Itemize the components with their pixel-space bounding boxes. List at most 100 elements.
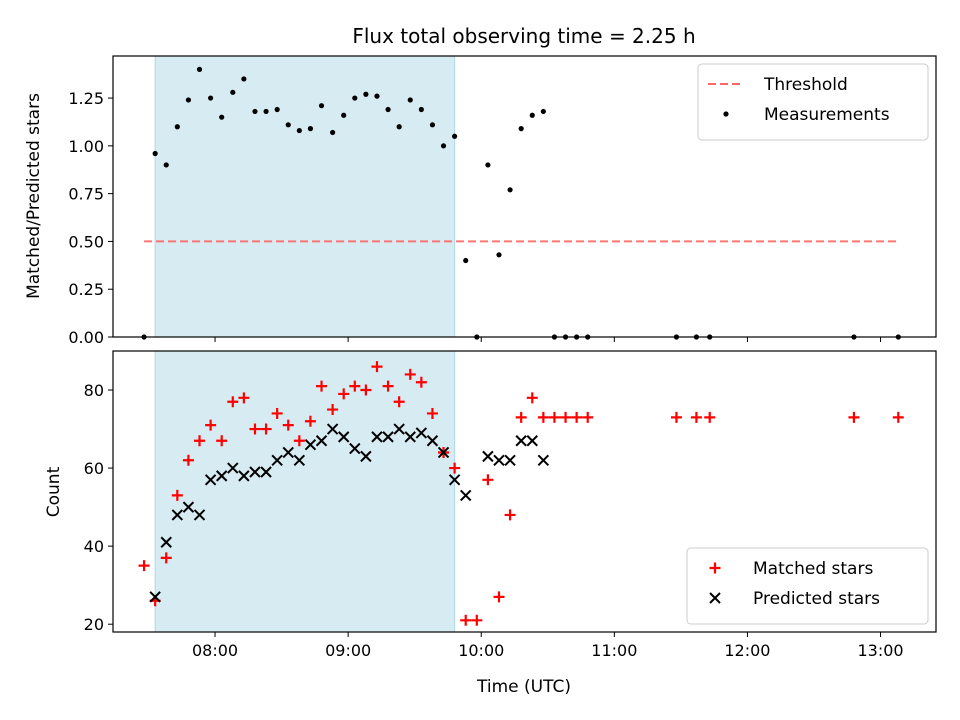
data-point bbox=[371, 361, 383, 373]
data-point bbox=[540, 108, 546, 115]
data-point bbox=[271, 454, 283, 466]
legend: Threshold Measurements bbox=[697, 63, 929, 141]
y-tick-label: 0.25 bbox=[68, 280, 104, 299]
data-point bbox=[152, 150, 158, 157]
data-point bbox=[393, 423, 405, 435]
data-point bbox=[548, 411, 560, 423]
data-point bbox=[396, 124, 402, 130]
data-point bbox=[260, 423, 272, 435]
data-point bbox=[215, 470, 228, 482]
data-point bbox=[307, 126, 314, 132]
data-point bbox=[227, 396, 239, 408]
data-point bbox=[582, 411, 594, 423]
data-point bbox=[437, 446, 450, 459]
data-point bbox=[440, 143, 447, 149]
legend-label: Matched stars bbox=[753, 559, 873, 579]
y-tick-label: 0.75 bbox=[68, 185, 104, 204]
data-point bbox=[249, 423, 261, 435]
data-point bbox=[260, 466, 272, 478]
y-tick-label: 80 bbox=[84, 381, 104, 400]
data-point bbox=[526, 435, 538, 447]
data-point bbox=[193, 509, 206, 521]
data-point bbox=[149, 591, 161, 603]
data-point bbox=[363, 91, 369, 97]
y-tick-label: 0.50 bbox=[68, 232, 104, 251]
data-point bbox=[482, 474, 494, 486]
data-point bbox=[404, 368, 416, 380]
data-point bbox=[274, 106, 280, 113]
data-point bbox=[670, 411, 682, 423]
legend-x-handle bbox=[709, 592, 721, 604]
data-point bbox=[537, 411, 549, 423]
data-point bbox=[315, 435, 328, 447]
data-point bbox=[515, 435, 527, 447]
data-point bbox=[330, 129, 336, 136]
data-point bbox=[349, 380, 361, 392]
data-point bbox=[429, 122, 436, 128]
data-point bbox=[219, 114, 225, 120]
x-tick-label: 13:00 bbox=[857, 641, 903, 660]
data-point bbox=[216, 435, 228, 447]
data-point bbox=[526, 392, 538, 404]
data-point bbox=[282, 419, 294, 431]
axes-frame bbox=[112, 55, 937, 338]
data-point bbox=[204, 474, 217, 486]
data-point bbox=[205, 419, 217, 431]
data-point bbox=[415, 427, 428, 439]
data-point bbox=[338, 388, 350, 400]
data-point bbox=[493, 591, 505, 603]
data-point bbox=[227, 462, 239, 474]
data-point bbox=[504, 509, 516, 521]
x-tick-label: 10:00 bbox=[458, 641, 504, 660]
data-point bbox=[704, 411, 716, 423]
series-predicted-stars bbox=[149, 423, 550, 603]
data-point bbox=[249, 466, 261, 478]
data-point bbox=[418, 106, 424, 113]
data-point bbox=[160, 536, 172, 548]
series-measurements bbox=[141, 66, 901, 340]
data-point bbox=[326, 423, 339, 435]
data-point bbox=[404, 431, 416, 443]
data-point bbox=[196, 66, 203, 72]
data-point bbox=[426, 407, 438, 419]
data-point bbox=[560, 411, 572, 423]
y-tick-label: 20 bbox=[84, 615, 104, 634]
shaded-interval bbox=[154, 350, 456, 633]
y-tick-label: 40 bbox=[84, 537, 104, 556]
data-point bbox=[529, 112, 535, 118]
data-point bbox=[848, 411, 860, 423]
top-panel: 0.00 0.25 0.50 0.75 1.00 1.25 Threshold Measure… bbox=[68, 55, 937, 347]
data-point bbox=[174, 124, 180, 130]
top-y-axis-label: Matched/Predicted stars bbox=[24, 93, 44, 299]
data-point bbox=[194, 435, 206, 447]
legend-label: Threshold bbox=[763, 75, 848, 95]
data-point bbox=[349, 442, 361, 455]
data-point bbox=[160, 552, 172, 564]
chart-title: Flux total observing time = 2.25 h bbox=[352, 24, 695, 48]
y-tick-label: 0.00 bbox=[68, 328, 104, 347]
data-point bbox=[892, 411, 904, 423]
data-point bbox=[341, 112, 347, 118]
bottom-y-axis-label: Count bbox=[44, 466, 64, 517]
data-point bbox=[463, 257, 469, 264]
data-point bbox=[471, 614, 483, 626]
data-point bbox=[316, 380, 328, 392]
data-point bbox=[296, 127, 302, 134]
legend-dot-handle bbox=[723, 111, 729, 117]
data-point bbox=[241, 76, 247, 82]
data-point bbox=[185, 97, 192, 103]
bottom-panel: 08:00 09:00 10:00 11:00 12:00 13:00 20 40 60 80 Ma… bbox=[84, 350, 937, 660]
data-point bbox=[238, 470, 250, 482]
x-tick-label: 09:00 bbox=[325, 641, 371, 660]
data-point bbox=[293, 435, 305, 447]
data-point bbox=[460, 489, 472, 502]
data-point bbox=[374, 93, 380, 99]
data-point bbox=[518, 126, 524, 132]
x-axis-label: Time (UTC) bbox=[476, 677, 571, 697]
x-tick-label: 12:00 bbox=[724, 641, 770, 660]
x-tick-label: 11:00 bbox=[591, 641, 637, 660]
data-point bbox=[138, 560, 150, 572]
data-point bbox=[271, 407, 283, 419]
data-point bbox=[252, 108, 258, 115]
